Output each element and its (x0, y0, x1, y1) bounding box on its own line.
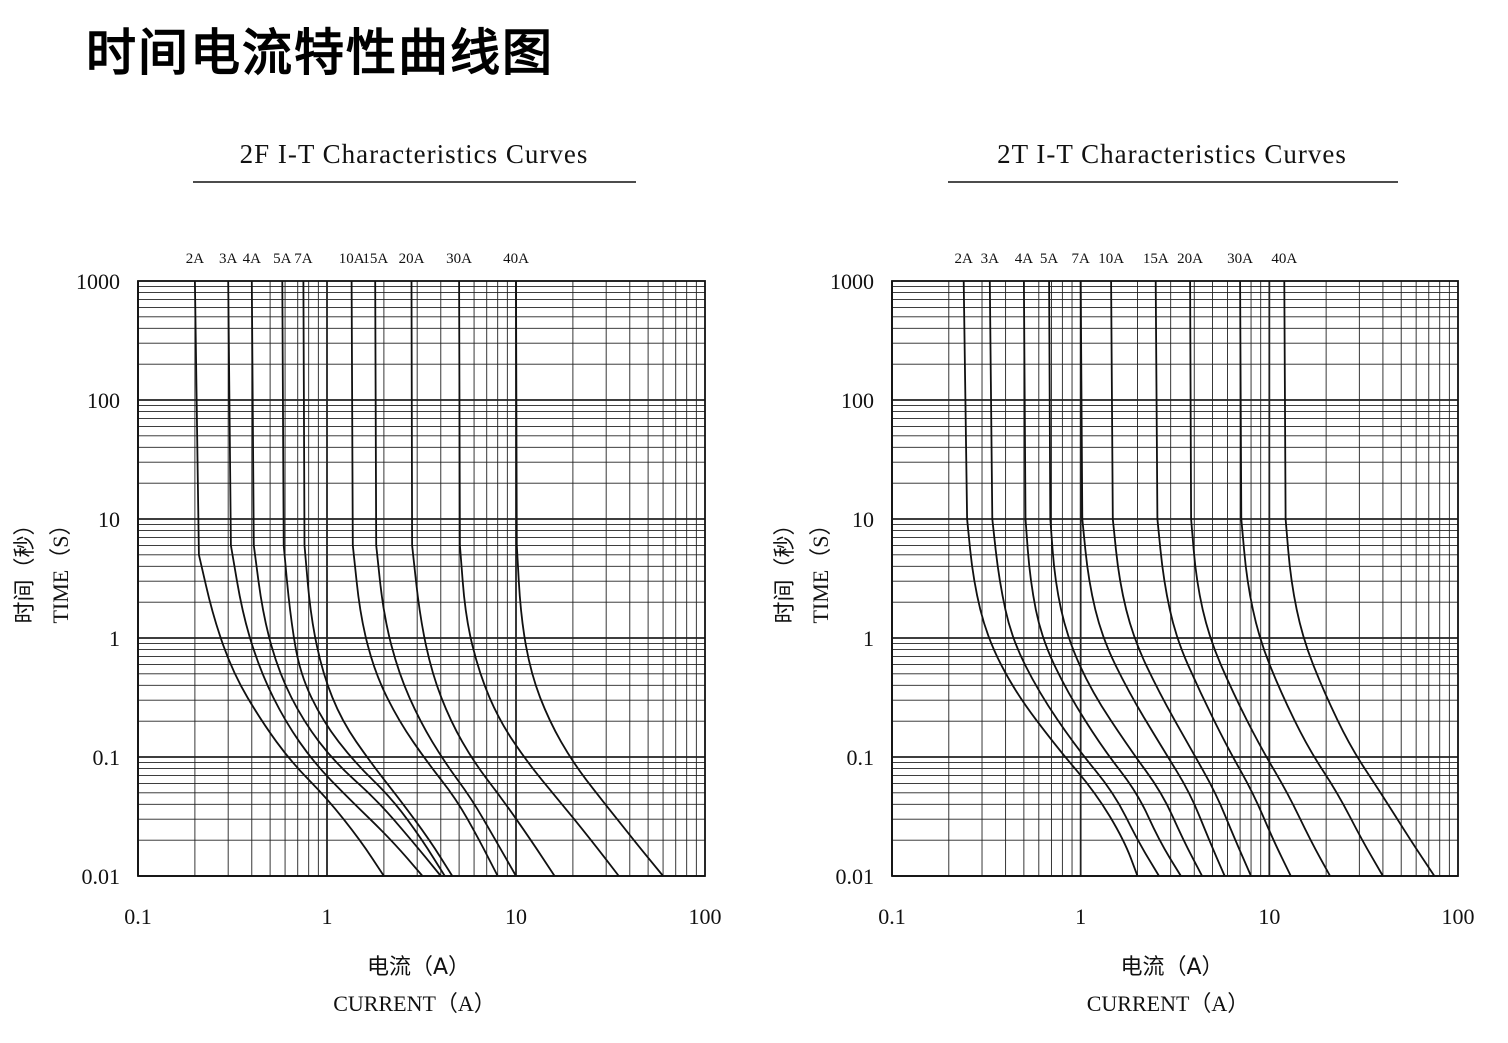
curve-10A (350, 280, 499, 877)
rating-label-40A: 40A (503, 251, 529, 267)
y-tick-label: 10 (852, 507, 874, 532)
curve-20A (1189, 280, 1331, 877)
curve-5A (281, 280, 446, 877)
rating-label-10A: 10A (1098, 251, 1124, 267)
page-title: 时间电流特性曲线图 (86, 24, 554, 82)
x-tick-label: 0.1 (878, 904, 906, 929)
curve-15A (1154, 280, 1292, 877)
rating-label-40A: 40A (1271, 251, 1297, 267)
y-tick-label: 1000 (830, 269, 874, 294)
x-axis-label: CURRENT（A） (333, 991, 496, 1016)
rating-label-4A: 4A (1015, 251, 1034, 267)
rating-label-15A: 15A (362, 251, 388, 267)
y-axis-label: TIME（S） (48, 513, 73, 623)
y-tick-label: 1000 (76, 269, 120, 294)
x-tick-label: 0.1 (124, 904, 152, 929)
y-axis-label-cn: 时间（秒） (13, 513, 38, 623)
y-axis-label: TIME（S） (808, 513, 833, 623)
rating-label-5A: 5A (273, 251, 292, 267)
curve-3A (988, 280, 1160, 877)
x-tick-label: 10 (1258, 904, 1280, 929)
x-axis-label-cn: 电流（A） (367, 955, 470, 980)
y-tick-label: 0.01 (82, 864, 121, 889)
y-tick-label: 100 (87, 388, 120, 413)
x-tick-label: 1 (322, 904, 333, 929)
curve-15A (374, 280, 517, 877)
y-tick-label: 1 (863, 626, 874, 651)
y-tick-label: 1 (109, 626, 120, 651)
rating-label-20A: 20A (399, 251, 425, 267)
x-tick-label: 100 (689, 904, 722, 929)
curve-3A (227, 280, 424, 877)
curve-7A (302, 280, 454, 877)
x-tick-label: 1 (1075, 904, 1086, 929)
y-tick-label: 0.1 (847, 745, 875, 770)
rating-label-5A: 5A (1040, 251, 1059, 267)
rating-label-20A: 20A (1177, 251, 1203, 267)
rating-label-3A: 3A (219, 251, 238, 267)
x-axis-label-cn: 电流（A） (1120, 955, 1223, 980)
y-tick-label: 100 (841, 388, 874, 413)
curve-2A (962, 280, 1139, 877)
curve-4A (1023, 280, 1182, 877)
curve-40A (515, 280, 664, 877)
grid (891, 281, 1458, 877)
grid (137, 281, 705, 877)
rating-label-7A: 7A (1071, 251, 1090, 267)
rating-label-2A: 2A (186, 251, 205, 267)
x-tick-label: 100 (1442, 904, 1475, 929)
x-axis-label: CURRENT（A） (1087, 991, 1250, 1016)
rating-label-4A: 4A (243, 251, 262, 267)
curve-40A (1283, 280, 1436, 877)
curve-30A (458, 280, 620, 877)
rating-label-15A: 15A (1143, 251, 1169, 267)
curve-30A (1239, 280, 1384, 877)
plot-frame (891, 280, 1459, 877)
curve-10A (1110, 280, 1252, 877)
rating-label-30A: 30A (446, 251, 472, 267)
rating-label-10A: 10A (339, 251, 365, 267)
curve-4A (250, 280, 442, 877)
y-tick-label: 0.01 (836, 864, 875, 889)
rating-label-7A: 7A (294, 251, 313, 267)
y-tick-label: 0.1 (93, 745, 121, 770)
y-axis-label-cn: 时间（秒） (773, 513, 798, 623)
curves (194, 280, 664, 877)
curve-20A (410, 280, 556, 877)
curves (962, 280, 1436, 877)
curve-5A (1048, 280, 1203, 877)
rating-label-30A: 30A (1227, 251, 1253, 267)
curve-7A (1079, 280, 1226, 877)
curve-2A (194, 280, 385, 877)
x-tick-label: 10 (505, 904, 527, 929)
chart-title: 2F I-T Characteristics Curves (240, 139, 589, 169)
chart-title: 2T I-T Characteristics Curves (997, 139, 1347, 169)
rating-label-2A: 2A (955, 251, 974, 267)
rating-label-3A: 3A (981, 251, 1000, 267)
y-tick-label: 10 (98, 507, 120, 532)
